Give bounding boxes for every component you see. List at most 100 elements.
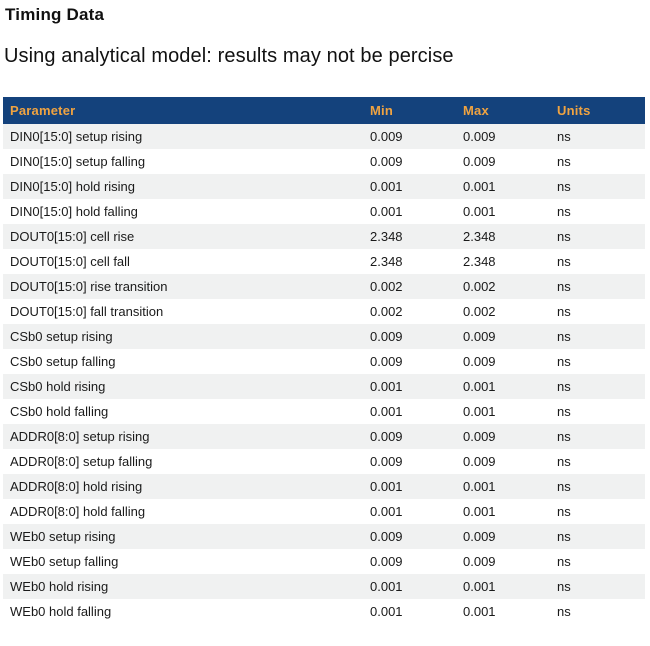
cell-units: ns: [557, 279, 571, 294]
table-row: DOUT0[15:0] rise transition 0.002 0.002 ns: [3, 274, 645, 299]
table-row: ADDR0[8:0] hold rising 0.001 0.001 ns: [3, 474, 645, 499]
cell-units: ns: [557, 204, 571, 219]
cell-parameter: ADDR0[8:0] hold falling: [10, 504, 146, 519]
cell-units: ns: [557, 129, 571, 144]
cell-max: 0.002: [463, 304, 496, 319]
cell-parameter: CSb0 hold rising: [10, 379, 106, 394]
cell-min: 0.009: [370, 329, 403, 344]
cell-parameter: WEb0 setup rising: [10, 529, 116, 544]
cell-units: ns: [557, 579, 571, 594]
cell-parameter: ADDR0[8:0] hold rising: [10, 479, 143, 494]
cell-units: ns: [557, 229, 571, 244]
table-row: ADDR0[8:0] setup rising 0.009 0.009 ns: [3, 424, 645, 449]
cell-parameter: WEb0 hold falling: [10, 604, 112, 619]
cell-parameter: CSb0 setup falling: [10, 354, 116, 369]
cell-parameter: WEb0 setup falling: [10, 554, 119, 569]
cell-units: ns: [557, 329, 571, 344]
table-row: DIN0[15:0] hold falling 0.001 0.001 ns: [3, 199, 645, 224]
table-row: ADDR0[8:0] hold falling 0.001 0.001 ns: [3, 499, 645, 524]
cell-min: 0.009: [370, 129, 403, 144]
cell-min: 0.001: [370, 504, 403, 519]
cell-min: 0.001: [370, 404, 403, 419]
cell-max: 2.348: [463, 254, 496, 269]
cell-min: 0.009: [370, 529, 403, 544]
timing-table: Parameter Min Max Units DIN0[15:0] setup…: [3, 97, 645, 624]
cell-parameter: DIN0[15:0] hold falling: [10, 204, 138, 219]
cell-units: ns: [557, 479, 571, 494]
cell-units: ns: [557, 179, 571, 194]
cell-min: 0.001: [370, 379, 403, 394]
cell-units: ns: [557, 254, 571, 269]
table-row: CSb0 hold rising 0.001 0.001 ns: [3, 374, 645, 399]
cell-parameter: CSb0 setup rising: [10, 329, 113, 344]
table-row: WEb0 setup rising 0.009 0.009 ns: [3, 524, 645, 549]
cell-units: ns: [557, 529, 571, 544]
cell-min: 0.001: [370, 479, 403, 494]
table-row: DOUT0[15:0] cell rise 2.348 2.348 ns: [3, 224, 645, 249]
cell-max: 0.009: [463, 454, 496, 469]
cell-max: 0.009: [463, 529, 496, 544]
cell-max: 0.009: [463, 354, 496, 369]
cell-parameter: DOUT0[15:0] rise transition: [10, 279, 168, 294]
cell-max: 0.001: [463, 604, 496, 619]
cell-parameter: ADDR0[8:0] setup falling: [10, 454, 153, 469]
cell-min: 0.001: [370, 579, 403, 594]
table-row: CSb0 setup rising 0.009 0.009 ns: [3, 324, 645, 349]
column-header-parameter: Parameter: [3, 97, 363, 124]
cell-parameter: DOUT0[15:0] fall transition: [10, 304, 164, 319]
page-title: Timing Data: [5, 5, 105, 24]
cell-min: 0.001: [370, 179, 403, 194]
cell-parameter: DOUT0[15:0] cell fall: [10, 254, 130, 269]
cell-max: 0.002: [463, 279, 496, 294]
table-row: WEb0 setup falling 0.009 0.009 ns: [3, 549, 645, 574]
cell-parameter: WEb0 hold rising: [10, 579, 109, 594]
table-row: DOUT0[15:0] fall transition 0.002 0.002 ns: [3, 299, 645, 324]
cell-max: 0.001: [463, 504, 496, 519]
cell-parameter: ADDR0[8:0] setup rising: [10, 429, 150, 444]
cell-max: 0.001: [463, 379, 496, 394]
cell-max: 0.009: [463, 329, 496, 344]
cell-units: ns: [557, 379, 571, 394]
table-row: WEb0 hold rising 0.001 0.001 ns: [3, 574, 645, 599]
cell-min: 0.001: [370, 204, 403, 219]
cell-parameter: CSb0 hold falling: [10, 404, 109, 419]
cell-parameter: DOUT0[15:0] cell rise: [10, 229, 135, 244]
cell-units: ns: [557, 604, 571, 619]
cell-max: 2.348: [463, 229, 496, 244]
cell-units: ns: [557, 404, 571, 419]
cell-units: ns: [557, 154, 571, 169]
cell-parameter: DIN0[15:0] hold rising: [10, 179, 136, 194]
cell-units: ns: [557, 554, 571, 569]
table-row: DIN0[15:0] hold rising 0.001 0.001 ns: [3, 174, 645, 199]
cell-units: ns: [557, 304, 571, 319]
column-header-max: Max: [456, 97, 550, 124]
cell-min: 0.009: [370, 354, 403, 369]
page-subtitle: Using analytical model: results may not …: [4, 45, 454, 67]
table-body: DIN0[15:0] setup rising 0.009 0.009 ns DIN0[…: [3, 124, 645, 624]
table-row: DIN0[15:0] setup rising 0.009 0.009 ns: [3, 124, 645, 149]
cell-units: ns: [557, 354, 571, 369]
table-row: CSb0 hold falling 0.001 0.001 ns: [3, 399, 645, 424]
column-header-units: Units: [550, 97, 645, 124]
cell-min: 0.009: [370, 554, 403, 569]
table-header-row: Parameter Min Max Units: [3, 97, 645, 124]
cell-min: 0.002: [370, 304, 403, 319]
cell-max: 0.009: [463, 429, 496, 444]
cell-max: 0.001: [463, 479, 496, 494]
cell-min: 0.009: [370, 454, 403, 469]
table-row: WEb0 hold falling 0.001 0.001 ns: [3, 599, 645, 624]
cell-min: 0.001: [370, 604, 403, 619]
cell-min: 0.009: [370, 154, 403, 169]
cell-min: 0.009: [370, 429, 403, 444]
cell-max: 0.001: [463, 204, 496, 219]
table-row: CSb0 setup falling 0.009 0.009 ns: [3, 349, 645, 374]
cell-max: 0.001: [463, 579, 496, 594]
table-row: DIN0[15:0] setup falling 0.009 0.009 ns: [3, 149, 645, 174]
cell-min: 2.348: [370, 229, 403, 244]
cell-max: 0.009: [463, 154, 496, 169]
cell-units: ns: [557, 429, 571, 444]
cell-parameter: DIN0[15:0] setup rising: [10, 129, 143, 144]
cell-max: 0.009: [463, 554, 496, 569]
cell-units: ns: [557, 504, 571, 519]
cell-max: 0.009: [463, 129, 496, 144]
